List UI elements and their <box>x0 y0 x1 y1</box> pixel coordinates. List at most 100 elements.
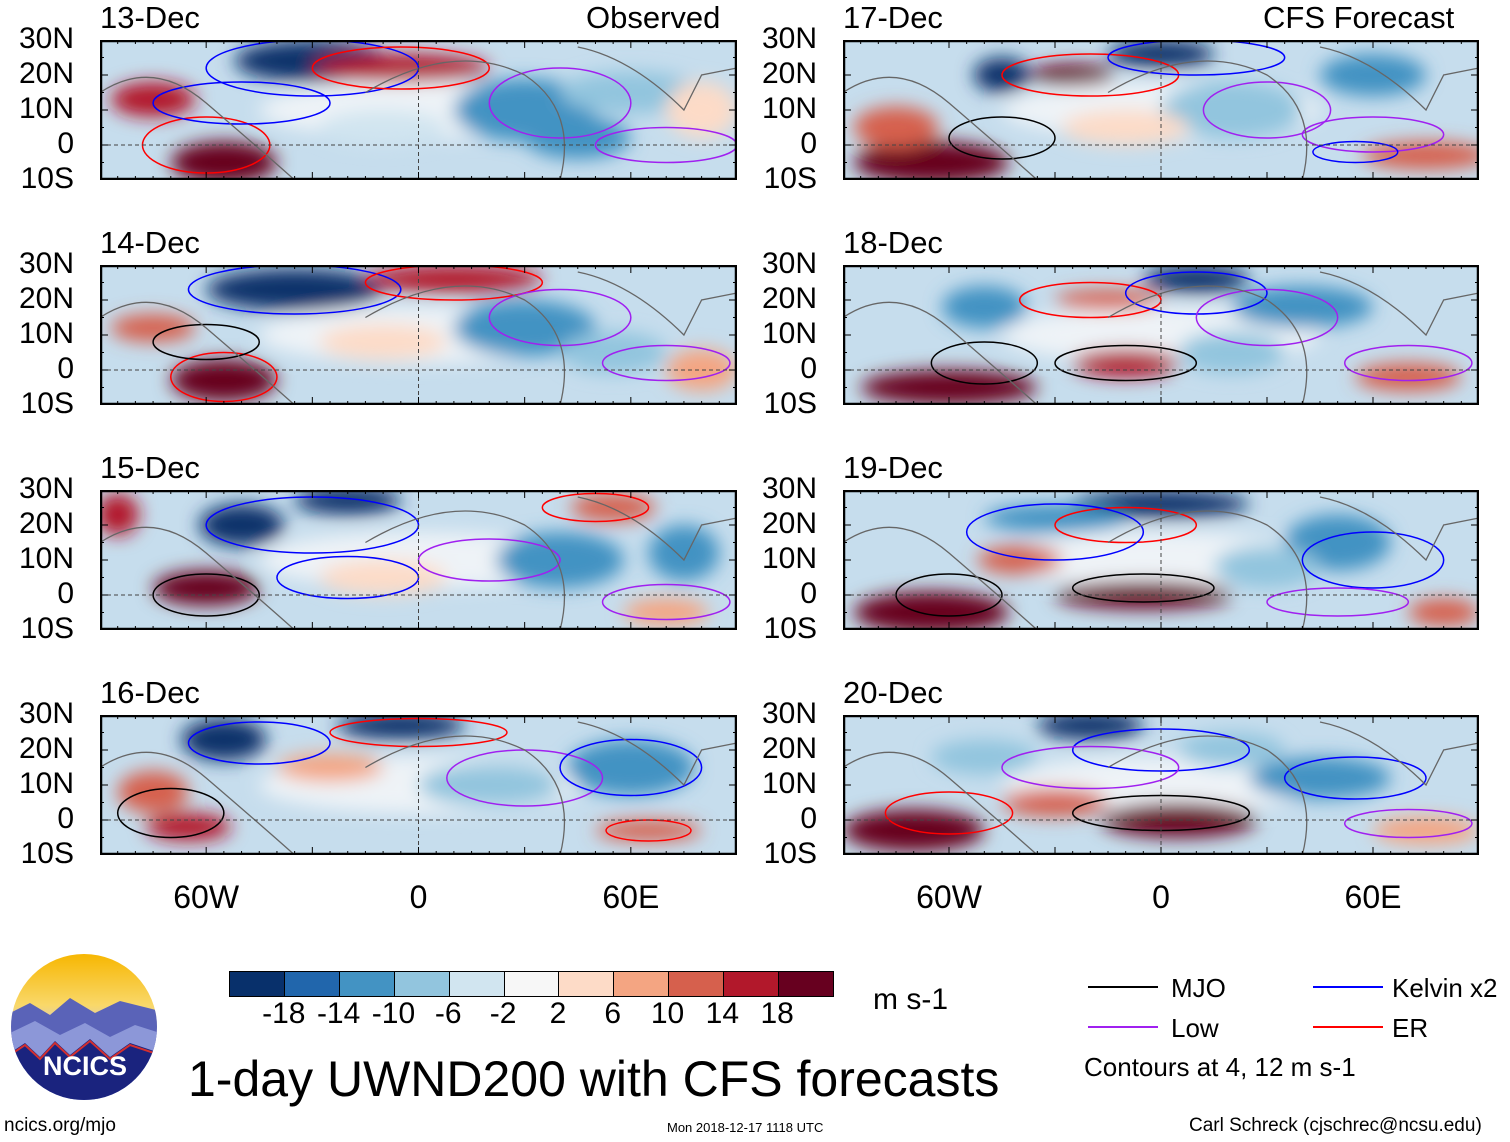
field-anomaly <box>1178 732 1285 768</box>
lon-tick-label: 60E <box>602 879 660 915</box>
lat-tick-label: 10N <box>18 92 74 125</box>
contour-line <box>187 265 402 315</box>
lat-tick-label: 0 <box>57 127 74 160</box>
lat-tick-label: 30N <box>761 247 817 280</box>
map-panel-18-Dec <box>843 265 1479 405</box>
coastlines <box>843 721 1479 855</box>
legend-mjo-line <box>1088 986 1158 988</box>
lat-tick-label: 0 <box>800 352 817 385</box>
field-anomaly <box>1408 598 1479 627</box>
lat-tick-label: 10S <box>763 387 817 420</box>
lat-tick-label: 10N <box>18 542 74 575</box>
field-anomaly <box>984 504 1126 532</box>
coastlines <box>100 271 737 405</box>
figure-title: 1-day UWND200 with CFS forecasts <box>188 1051 1000 1107</box>
contour-line <box>1343 344 1473 382</box>
contour-line <box>1054 344 1198 382</box>
field-anomaly <box>1072 349 1179 377</box>
coastlines <box>100 496 737 630</box>
coastlines <box>100 721 737 855</box>
lon-tick-label: 0 <box>409 879 428 915</box>
panel-date: 14-Dec <box>100 225 200 260</box>
lat-tick-label: 20N <box>761 732 817 765</box>
contour-line <box>116 787 225 839</box>
colorbar-tick-label: 2 <box>549 997 567 1030</box>
lat-tick-label: 10S <box>20 387 74 420</box>
lat-tick-label: 10S <box>20 612 74 645</box>
map-panel-16-Dec <box>100 715 737 855</box>
coastlines <box>843 496 1479 630</box>
units-label: m s-1 <box>873 983 948 1016</box>
lat-tick-label: 30N <box>761 697 817 730</box>
legend-mjo-label: MJO <box>1171 973 1226 1003</box>
contour-line <box>1283 756 1427 800</box>
field-anomaly <box>595 820 702 841</box>
footer-url[interactable]: ncics.org/mjo <box>4 1115 116 1136</box>
map-panel-20-Dec <box>843 715 1479 855</box>
field-anomaly <box>1062 110 1190 145</box>
contour-line <box>1202 81 1332 139</box>
field-anomaly <box>110 82 196 117</box>
colorbar-swatch <box>778 972 833 996</box>
coastlines <box>100 46 737 180</box>
colorbar-tick-label: -10 <box>371 997 416 1030</box>
field-anomaly <box>418 764 561 806</box>
colorbar-swatch <box>283 972 339 996</box>
contour-line <box>311 46 491 90</box>
lat-tick-label: 0 <box>57 577 74 610</box>
lat-tick-label: 0 <box>57 352 74 385</box>
contour-note: Contours at 4, 12 m s-1 <box>1084 1052 1356 1082</box>
field-anomaly <box>1249 757 1391 799</box>
contour-line <box>1195 288 1339 347</box>
field-anomaly <box>365 265 543 293</box>
field-anomaly <box>1161 82 1303 138</box>
contour-line <box>965 503 1145 561</box>
map-panel-15-Dec <box>100 490 737 630</box>
contour-line <box>1001 745 1180 790</box>
contour-line <box>1266 587 1410 617</box>
field-anomaly <box>931 739 1038 775</box>
contour-line <box>948 116 1056 160</box>
panel-date: 19-Dec <box>843 450 943 485</box>
panel-frame <box>100 715 737 855</box>
panel-date: 15-Dec <box>100 450 200 485</box>
contour-line <box>187 721 331 765</box>
map-panel-14-Dec <box>100 265 737 405</box>
lat-tick-label: 20N <box>761 282 817 315</box>
coastlines <box>843 271 1479 405</box>
field-anomaly <box>276 753 384 782</box>
contour-line <box>152 323 260 361</box>
colorbar-swatch <box>338 972 394 996</box>
map-panel-19-Dec <box>843 490 1479 630</box>
contour-line <box>1312 140 1399 164</box>
lat-tick-label: 20N <box>761 507 817 540</box>
field-anomaly <box>623 598 709 627</box>
map-panel-17-Dec <box>843 40 1479 180</box>
colorbar-swatch <box>668 972 724 996</box>
lat-tick-label: 10N <box>761 767 817 800</box>
contour-line <box>152 573 260 617</box>
observed-header: Observed <box>586 0 721 35</box>
colorbar-swatch <box>393 972 449 996</box>
field-anomaly <box>1002 788 1108 817</box>
footer-timestamp: Mon 2018-12-17 1118 UTC <box>667 1120 824 1135</box>
lat-tick-label: 0 <box>57 802 74 835</box>
legend-kelvin-line <box>1313 986 1383 988</box>
field-anomaly <box>567 739 695 796</box>
lat-tick-label: 30N <box>761 472 817 505</box>
lon-tick-label: 60W <box>173 879 240 915</box>
legend-er-label: ER <box>1392 1013 1429 1043</box>
lat-tick-label: 20N <box>18 282 74 315</box>
field-anomaly <box>117 771 189 813</box>
contour-line <box>1301 531 1445 589</box>
lat-tick-label: 10S <box>20 162 74 195</box>
colorbar-tick-label: 6 <box>604 997 622 1030</box>
colorbar-tick-label: 14 <box>705 997 740 1030</box>
field-anomaly <box>648 525 720 581</box>
colorbar-swatch <box>448 972 504 996</box>
colorbar-tick-label: -2 <box>489 997 517 1030</box>
panel-frame <box>100 490 737 630</box>
lat-tick-label: 10N <box>18 317 74 350</box>
lat-tick-label: 10N <box>761 542 817 575</box>
panel-frame <box>843 265 1479 405</box>
